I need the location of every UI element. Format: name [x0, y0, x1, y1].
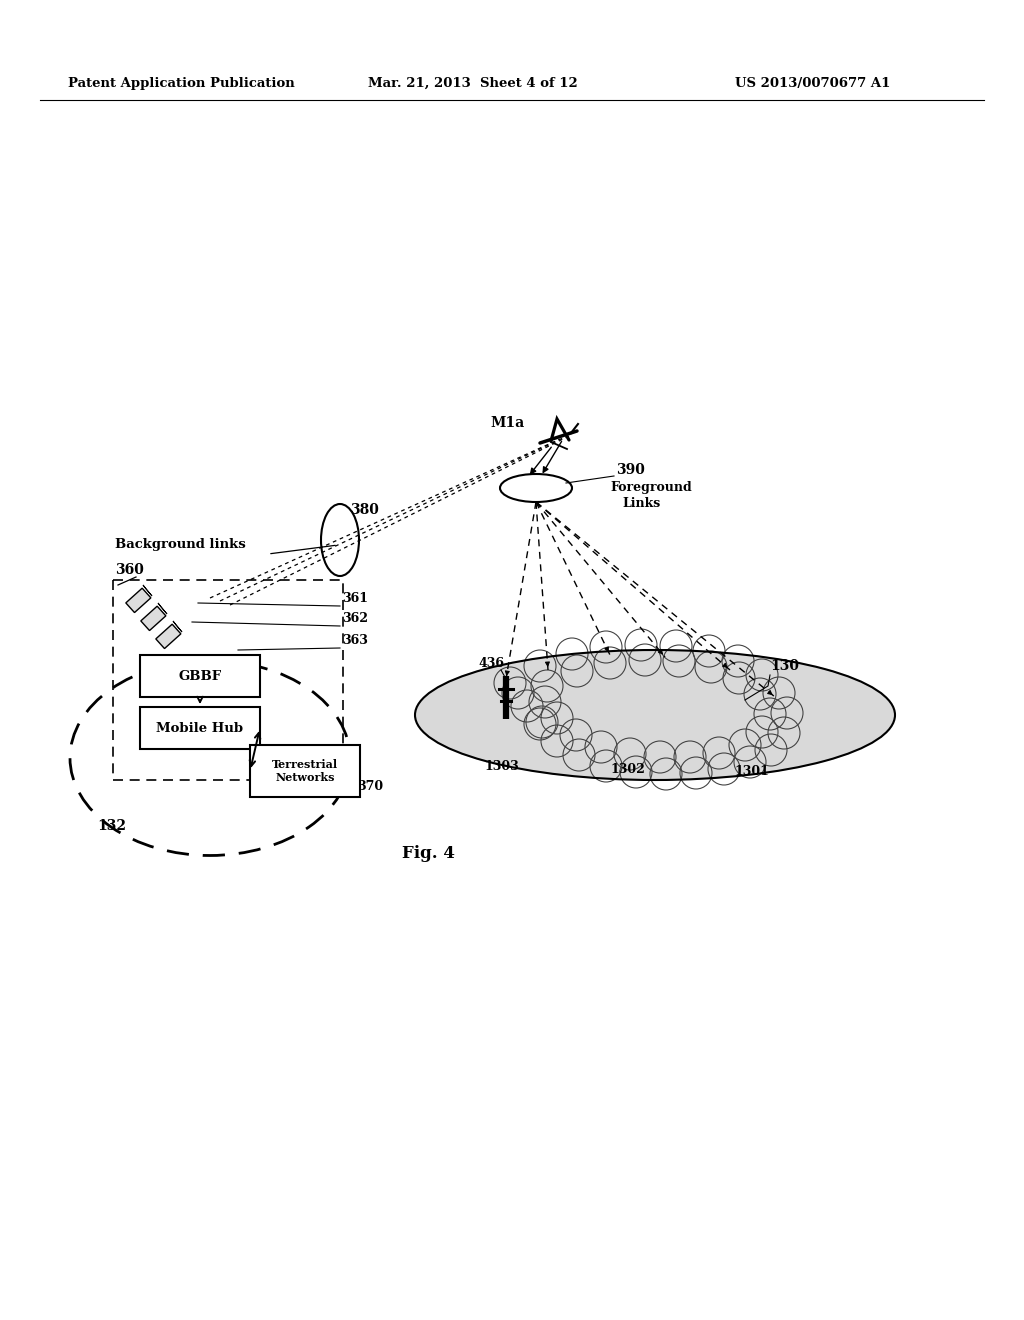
FancyBboxPatch shape — [156, 624, 181, 648]
Text: 390: 390 — [616, 463, 645, 477]
FancyBboxPatch shape — [250, 744, 360, 797]
Text: M1a: M1a — [490, 416, 524, 430]
Text: 361: 361 — [342, 591, 368, 605]
Text: Mobile Hub: Mobile Hub — [157, 722, 244, 734]
Text: 360: 360 — [115, 564, 144, 577]
Text: Foreground: Foreground — [610, 480, 692, 494]
Text: Patent Application Publication: Patent Application Publication — [68, 77, 295, 90]
Text: Terrestrial
Networks: Terrestrial Networks — [272, 759, 338, 783]
Text: 130: 130 — [770, 659, 799, 673]
Ellipse shape — [415, 649, 895, 780]
Text: 436: 436 — [478, 657, 504, 671]
Text: 380: 380 — [350, 503, 379, 517]
Text: Links: Links — [622, 498, 660, 510]
Text: 362: 362 — [342, 612, 368, 624]
FancyBboxPatch shape — [140, 655, 260, 697]
Text: 1303: 1303 — [484, 760, 519, 774]
Text: 1301: 1301 — [734, 766, 769, 777]
Text: 1302: 1302 — [610, 763, 645, 776]
Text: US 2013/0070677 A1: US 2013/0070677 A1 — [735, 77, 891, 90]
Text: Background links: Background links — [115, 539, 246, 550]
Text: Fig. 4: Fig. 4 — [401, 845, 455, 862]
Text: GBBF: GBBF — [178, 669, 221, 682]
FancyBboxPatch shape — [126, 589, 151, 612]
Text: 363: 363 — [342, 634, 368, 647]
Text: Mar. 21, 2013  Sheet 4 of 12: Mar. 21, 2013 Sheet 4 of 12 — [368, 77, 578, 90]
FancyBboxPatch shape — [141, 606, 166, 631]
Text: 132: 132 — [97, 818, 126, 833]
Text: 370: 370 — [357, 780, 383, 793]
FancyBboxPatch shape — [140, 708, 260, 748]
